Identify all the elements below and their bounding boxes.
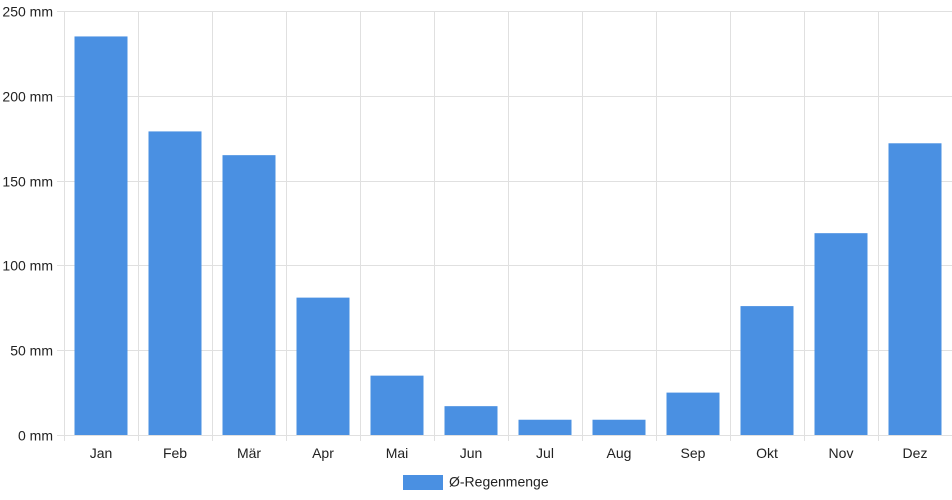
x-tick-label: Okt: [756, 445, 778, 461]
x-tick-label: Jun: [460, 445, 483, 461]
x-tick-label: Mär: [237, 445, 261, 461]
y-tick-label: 0 mm: [18, 428, 53, 444]
bar-dez[interactable]: [888, 143, 942, 435]
x-tick-label: Mai: [386, 445, 409, 461]
y-tick-label: 50 mm: [10, 343, 53, 359]
bar-jul[interactable]: [518, 419, 572, 435]
x-tick-label: Jul: [536, 445, 554, 461]
bar-aug[interactable]: [592, 419, 646, 435]
bar-feb[interactable]: [148, 131, 202, 435]
y-tick-label: 250 mm: [2, 4, 53, 20]
y-tick-label: 150 mm: [2, 174, 53, 190]
legend-label: Ø-Regenmenge: [449, 474, 549, 490]
legend-swatch: [403, 475, 443, 490]
bar-mär[interactable]: [222, 155, 276, 435]
grid: [57, 11, 952, 441]
x-tick-label: Apr: [312, 445, 334, 461]
x-tick-label: Dez: [903, 445, 928, 461]
x-tick-label: Feb: [163, 445, 187, 461]
x-tick-label: Sep: [681, 445, 706, 461]
bar-okt[interactable]: [740, 306, 794, 435]
bar-jun[interactable]: [444, 406, 498, 435]
x-tick-label: Jan: [90, 445, 113, 461]
x-tick-label: Nov: [829, 445, 854, 461]
y-tick-label: 100 mm: [2, 258, 53, 274]
bar-mai[interactable]: [370, 375, 424, 435]
bar-apr[interactable]: [296, 297, 350, 435]
bars: [74, 36, 942, 435]
bar-jan[interactable]: [74, 36, 128, 435]
x-tick-label: Aug: [607, 445, 632, 461]
x-axis: Jan Feb Mär Apr Mai Jun Jul Aug Sep Okt Nov Dez: [90, 445, 928, 461]
y-tick-label: 200 mm: [2, 89, 53, 105]
y-axis: 0 mm 50 mm 100 mm 150 mm 200 mm 250 mm: [2, 4, 53, 444]
legend[interactable]: Ø-Regenmenge: [403, 474, 549, 491]
bar-sep[interactable]: [666, 392, 720, 435]
bar-nov[interactable]: [814, 233, 868, 435]
